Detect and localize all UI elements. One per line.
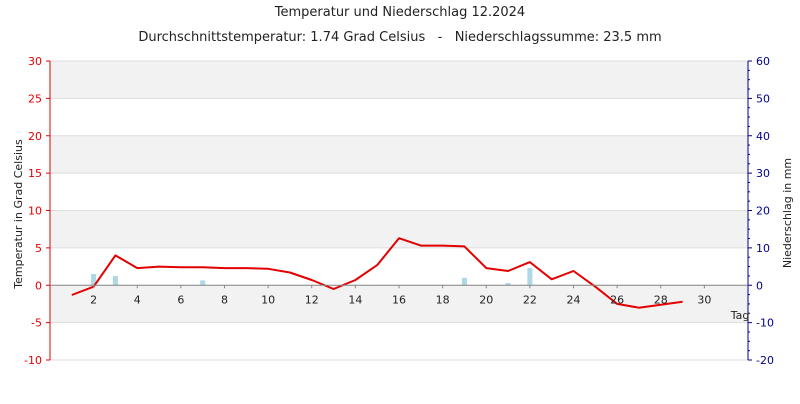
temperature-line xyxy=(71,237,683,309)
right-tick-label: 60 xyxy=(756,55,770,68)
right-tick-label: 40 xyxy=(756,130,770,143)
left-tick-label: 20 xyxy=(28,130,42,143)
right-tick-label: 0 xyxy=(756,279,763,292)
x-tick-label: 8 xyxy=(221,293,228,306)
x-tick-label: 22 xyxy=(523,293,537,306)
precipitation-bar xyxy=(200,280,206,286)
left-tick-label: 5 xyxy=(35,242,42,255)
left-tick-label: 0 xyxy=(35,279,42,292)
x-axis-label: Tag xyxy=(730,309,750,322)
x-tick-label: 2 xyxy=(90,293,97,306)
left-tick-label: -10 xyxy=(24,354,42,367)
right-tick-label: -20 xyxy=(756,354,774,367)
x-tick-label: 6 xyxy=(177,293,184,306)
right-axis-label: Niederschlag in mm xyxy=(781,158,794,268)
temperature-line-layer xyxy=(71,237,683,309)
left-tick-label: 25 xyxy=(28,92,42,105)
right-tick-label: 50 xyxy=(756,92,770,105)
right-tick-label: 30 xyxy=(756,167,770,180)
left-axis-label: Temperatur in Grad Celsius xyxy=(12,139,25,290)
x-tick-label: 28 xyxy=(654,293,668,306)
background-band xyxy=(50,61,748,99)
left-tick-label: -5 xyxy=(31,317,42,330)
left-tick-label: 30 xyxy=(28,55,42,68)
x-tick-label: 10 xyxy=(261,293,275,306)
x-tick-label: 26 xyxy=(610,293,624,306)
axes xyxy=(46,60,752,361)
x-tick-label: 30 xyxy=(697,293,711,306)
x-tick-label: 20 xyxy=(479,293,493,306)
background-band xyxy=(50,210,748,248)
chart-subtitle: Durchschnittstemperatur: 1.74 Grad Celsi… xyxy=(138,30,661,45)
precipitation-bar xyxy=(461,277,467,286)
left-tick-label: 10 xyxy=(28,205,42,218)
right-tick-label: -10 xyxy=(756,317,774,330)
background-band xyxy=(50,135,748,174)
x-tick-label: 16 xyxy=(392,293,406,306)
x-tick-label: 4 xyxy=(134,293,141,306)
precipitation-bar xyxy=(91,274,97,286)
precipitation-bars xyxy=(91,268,533,286)
precipitation-bar xyxy=(505,283,511,286)
x-tick-label: 12 xyxy=(305,293,319,306)
chart-title: Temperatur und Niederschlag 12.2024 xyxy=(274,5,525,20)
x-tick-label: 18 xyxy=(436,293,450,306)
precipitation-bar xyxy=(527,268,533,286)
background-band xyxy=(50,285,748,323)
x-tick-label: 14 xyxy=(348,293,362,306)
precipitation-bar xyxy=(112,275,118,286)
right-tick-label: 10 xyxy=(756,242,770,255)
right-tick-label: 20 xyxy=(756,205,770,218)
left-tick-label: 15 xyxy=(28,167,42,180)
x-tick-label: 24 xyxy=(567,293,581,306)
